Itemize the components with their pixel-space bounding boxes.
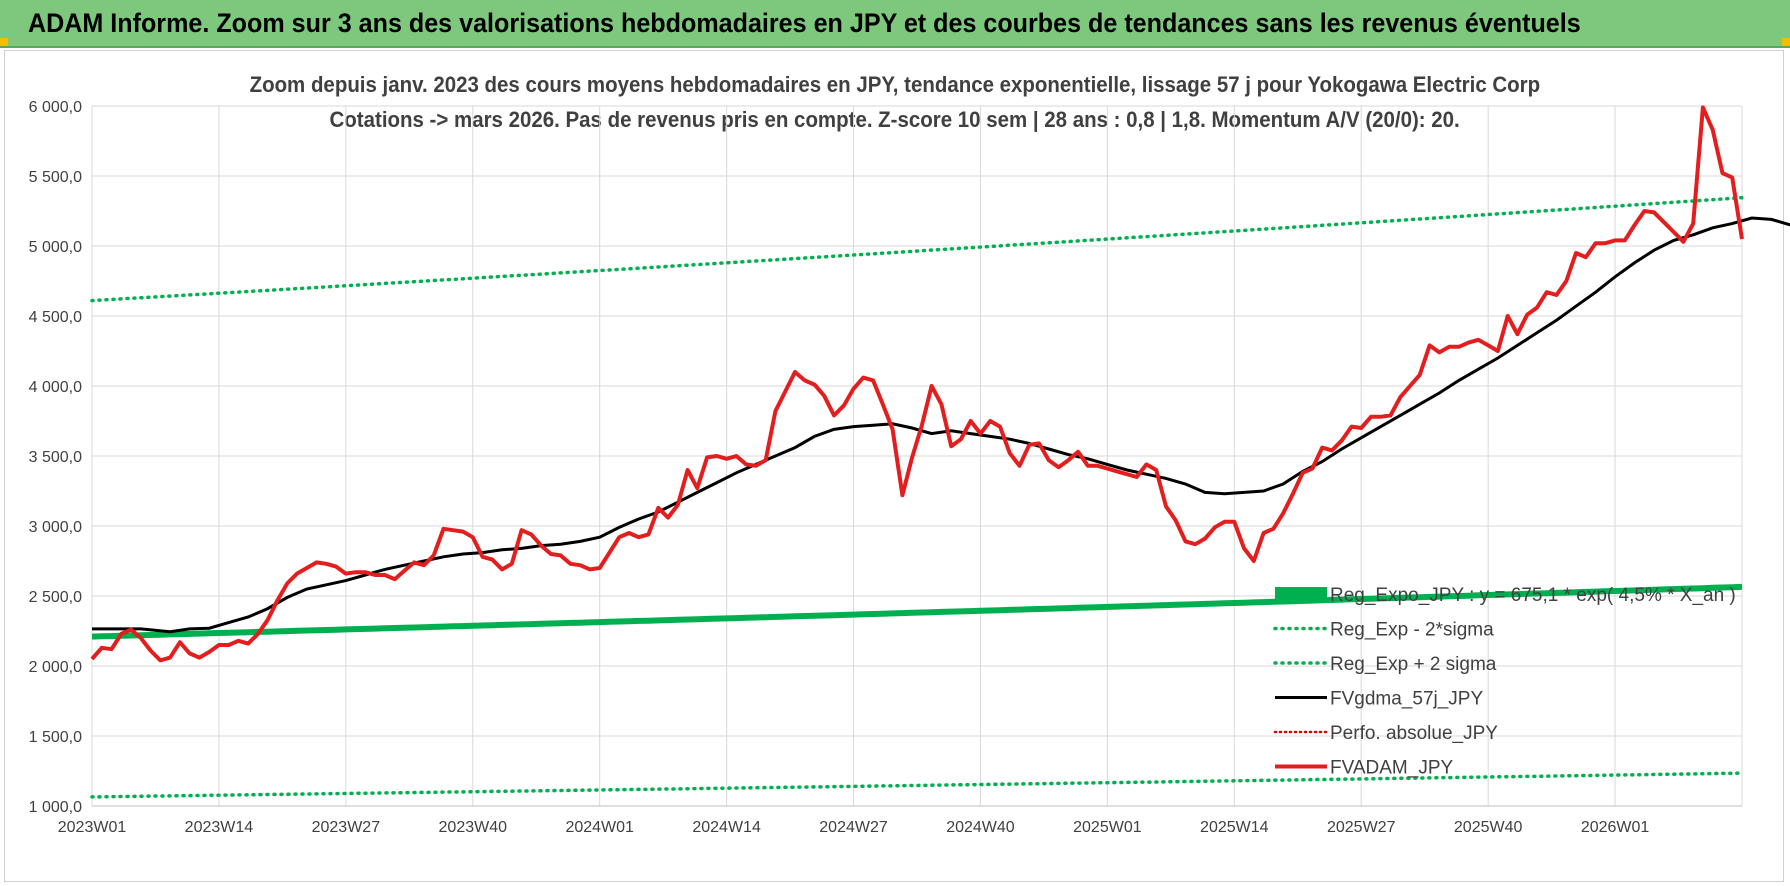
legend-label: Reg_Exp + 2 sigma [1330,654,1497,675]
x-tick-label: 2024W27 [819,819,888,836]
series-fvgdma-57j [92,216,1790,634]
series-reg-exp-plus-2sigma [90,195,1744,303]
chart-area [4,50,1784,882]
report-banner: ADAM Informe. Zoom sur 3 ans des valoris… [0,0,1790,48]
series-reg-expo [91,583,1743,640]
x-tick-label: 2025W40 [1454,819,1523,836]
corner-marker-left [0,38,8,46]
y-tick-label: 1 000,0 [29,799,82,816]
x-tick-label: 2025W14 [1200,819,1269,836]
x-tick-label: 2024W01 [565,819,634,836]
y-tick-label: 5 000,0 [29,239,82,256]
y-tick-label: 4 000,0 [29,379,82,396]
y-tick-label: 4 500,0 [29,309,82,326]
y-tick-label: 3 000,0 [29,519,82,536]
x-tick-label: 2023W01 [58,819,127,836]
y-tick-label: 1 500,0 [29,729,82,746]
x-tick-label: 2025W27 [1327,819,1396,836]
chart-title-line2: Cotations -> mars 2026. Pas de revenus p… [0,107,1790,133]
x-tick-label: 2025W01 [1073,819,1142,836]
y-tick-label: 6 000,0 [29,99,82,116]
legend-label: Reg_Expo_JPY : y = 675,1 * exp( 4,5% * X… [1330,585,1736,606]
legend-label: FVADAM_JPY [1330,758,1454,779]
legend-label: FVgdma_57j_JPY [1330,689,1483,710]
chart-title-line1: Zoom depuis janv. 2023 des cours moyens … [0,72,1790,98]
y-tick-label: 3 500,0 [29,449,82,466]
corner-marker-right [1782,38,1790,46]
x-tick-label: 2023W27 [312,819,381,836]
series-fvadam [90,105,1744,663]
x-tick-label: 2024W14 [692,819,761,836]
chart-title-line2-text: Cotations -> mars 2026. Pas de revenus p… [329,107,1461,132]
chart-title-line1-text: Zoom depuis janv. 2023 des cours moyens … [249,72,1541,97]
y-tick-label: 5 500,0 [29,169,82,186]
y-tick-label: 2 000,0 [29,659,82,676]
legend-label: Reg_Exp - 2*sigma [1330,620,1494,641]
x-tick-label: 2024W40 [946,819,1015,836]
x-tick-label: 2026W01 [1581,819,1650,836]
y-tick-label: 2 500,0 [29,589,82,606]
x-tick-label: 2023W14 [185,819,254,836]
series-reg-exp-minus-2sigma [90,771,1744,799]
x-tick-label: 2023W40 [439,819,508,836]
report-title: ADAM Informe. Zoom sur 3 ans des valoris… [28,8,1581,38]
legend-label: Perfo. absolue_JPY [1330,723,1498,744]
